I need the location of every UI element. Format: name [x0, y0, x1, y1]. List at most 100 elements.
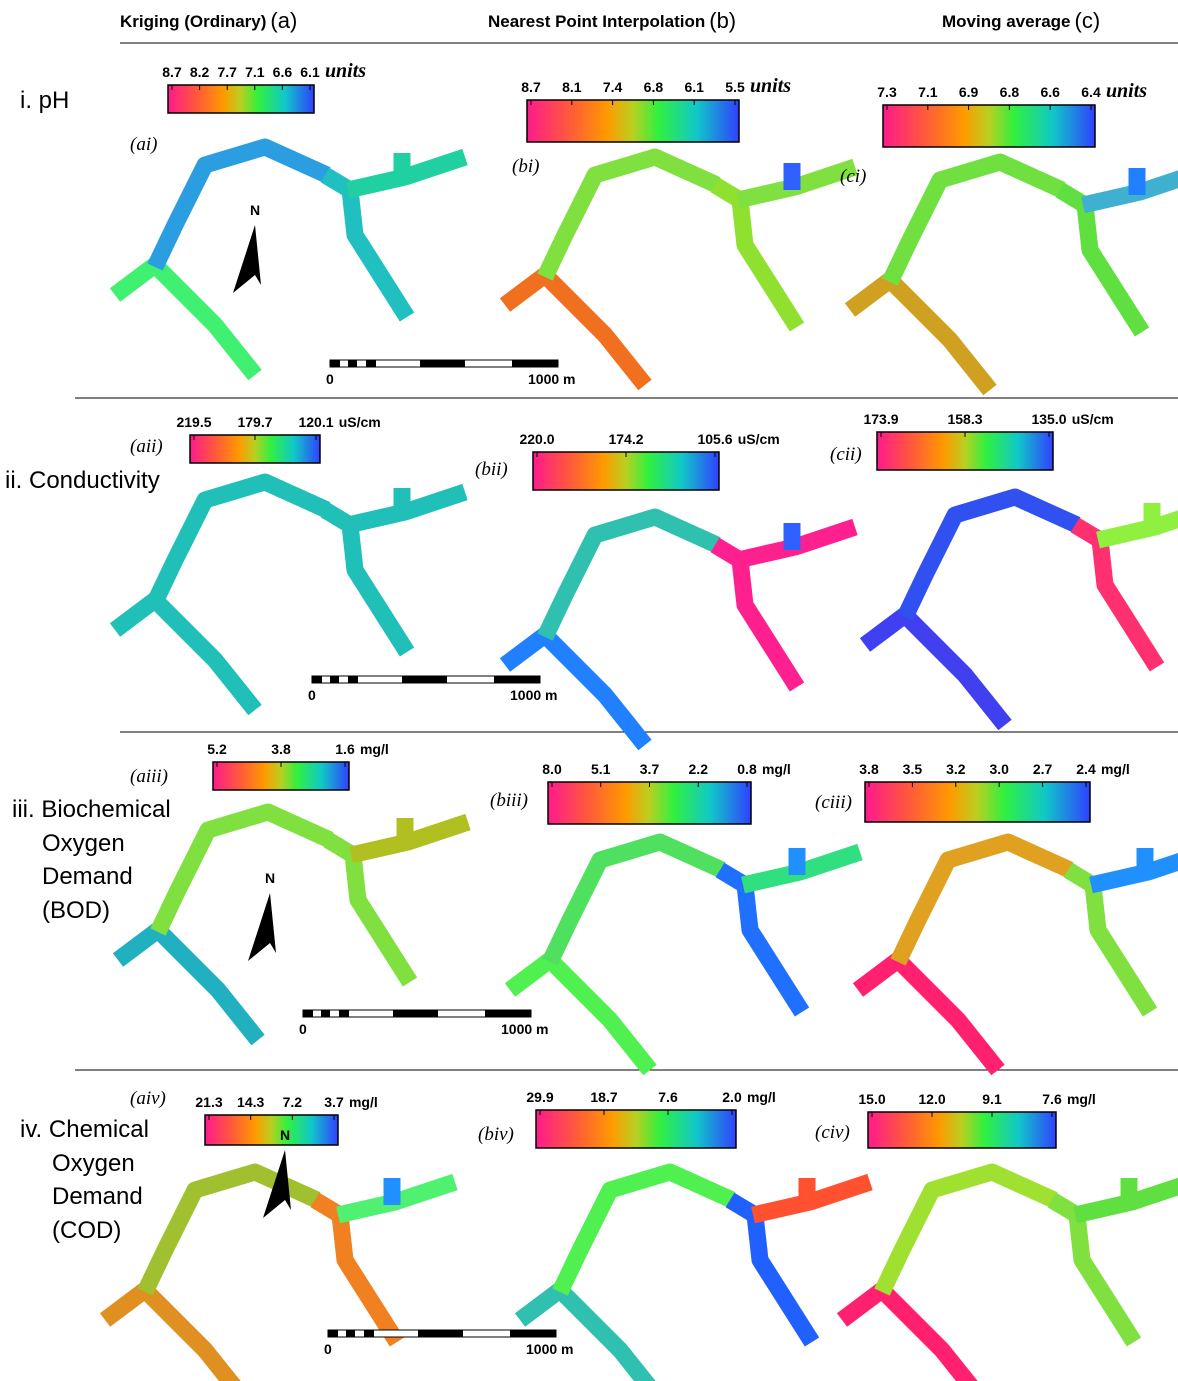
panel-tag: (ciii): [815, 792, 852, 813]
colorbar-label: 6.1: [300, 64, 320, 80]
colorbar-label: 6.6: [1040, 84, 1060, 100]
colorbar: [882, 104, 1096, 148]
north-arrow: [263, 1150, 291, 1218]
scale-end: 1000 m: [510, 687, 557, 703]
river-segment: [323, 832, 418, 987]
scale-bar-block: [330, 676, 339, 683]
river-segment: [836, 1281, 978, 1381]
colorbar-label: 9.1: [982, 1091, 1002, 1107]
river-segment: [890, 833, 1074, 966]
scale-bar-block: [366, 360, 376, 367]
colorbar: [204, 1114, 339, 1146]
colorbar-label: 8.2: [190, 64, 210, 80]
colorbar-label: 2.4: [1076, 761, 1096, 777]
colorbar-unit: uS/cm: [339, 414, 381, 430]
scale-bar-block: [346, 1330, 355, 1337]
river-segment: [499, 266, 652, 391]
panel-tag: (aii): [130, 436, 163, 457]
colorbar-label: 8.0: [542, 761, 562, 777]
colorbar-label: 8.1: [562, 79, 582, 95]
river-segment: [859, 606, 1012, 731]
scale-end: 1000 m: [526, 1341, 573, 1357]
scale-bar-block: [312, 676, 322, 683]
column-title: Moving average: [942, 12, 1071, 31]
colorbar-label: 7.2: [283, 1094, 303, 1110]
row-label: Demand: [52, 1183, 143, 1210]
colorbar-unit: mg/l: [1067, 1091, 1096, 1107]
colorbar-label: 14.3: [237, 1094, 264, 1110]
river-segment: [537, 148, 721, 281]
colorbar-label: 3.8: [271, 741, 291, 757]
colorbar-label: 7.1: [245, 64, 265, 80]
north-label: N: [250, 202, 260, 218]
river-segment: [320, 502, 415, 657]
river-segment: [109, 591, 262, 716]
colorbar: [867, 1111, 1057, 1149]
colorbar-label: 6.1: [684, 79, 704, 95]
colorbar-label: 3.0: [989, 761, 1009, 777]
colorbar-label: 174.2: [608, 431, 643, 447]
panel-tag: (cii): [830, 444, 862, 465]
row-label: iv. Chemical: [20, 1116, 149, 1143]
row-label: Oxygen: [52, 1150, 135, 1177]
colorbar-label: 29.9: [526, 1089, 553, 1105]
river-segment: [137, 1163, 321, 1296]
panel-tag: (bi): [512, 156, 539, 177]
colorbar: [876, 431, 1054, 471]
colorbar-label: 2.2: [689, 761, 709, 777]
scale-bar-block: [303, 1010, 313, 1017]
river-segment: [1070, 517, 1165, 672]
river-segment: [504, 951, 657, 1076]
panel-tag: (aiii): [130, 766, 168, 787]
colorbar-label: 12.0: [918, 1091, 945, 1107]
river-segment: [542, 833, 726, 966]
colorbar-label: 5.2: [207, 741, 227, 757]
river-segment: [710, 537, 805, 692]
colorbar-unit: mg/l: [1101, 761, 1130, 777]
river-segment: [537, 508, 721, 641]
column-title: Nearest Point Interpolation: [488, 12, 705, 31]
colorbar-label: 6.8: [1000, 84, 1020, 100]
colorbar-label: 6.9: [959, 84, 979, 100]
colorbar-label: 7.6: [658, 1089, 678, 1105]
colorbar-label: 7.4: [603, 79, 623, 95]
colorbar-unit: units: [325, 60, 366, 82]
river-segment: [499, 626, 652, 751]
river-segment: [1063, 862, 1158, 1017]
panel-tag: (ci): [840, 166, 866, 187]
river-segment: [552, 1163, 736, 1296]
scale-start: 0: [299, 1021, 307, 1037]
colorbar-label: 3.5: [903, 761, 923, 777]
scale-start: 0: [326, 371, 334, 387]
scale-bar-block: [402, 676, 447, 683]
scale-bar-block: [364, 1330, 374, 1337]
row-label: (BOD): [42, 897, 110, 924]
panel-tag: (ai): [130, 134, 157, 155]
row-label: Oxygen: [42, 830, 125, 857]
colorbar-label: 7.6: [1042, 1091, 1062, 1107]
north-arrow: [248, 893, 276, 961]
river-segment: [99, 1281, 241, 1381]
colorbar-unit: mg/l: [747, 1089, 776, 1105]
river-segment: [725, 1192, 820, 1347]
colorbar-unit: uS/cm: [1072, 411, 1114, 427]
colorbar-label: 2.7: [1033, 761, 1053, 777]
column-title: Kriging (Ordinary): [120, 12, 266, 31]
colorbar-label: 120.1: [298, 414, 333, 430]
colorbar: [526, 99, 740, 143]
river-segment: [147, 473, 331, 606]
colorbar-label: 2.0: [722, 1089, 742, 1105]
panel-tag: (biv): [478, 1124, 514, 1145]
row-label: ii. Conductivity: [5, 467, 160, 494]
colorbar-label: 158.3: [947, 411, 982, 427]
colorbar-label: 3.7: [640, 761, 660, 777]
river-segment: [844, 271, 997, 396]
river-segment: [1089, 853, 1178, 894]
colorbar: [532, 451, 720, 491]
colorbar-label: 5.1: [591, 761, 611, 777]
scale-start: 0: [308, 687, 316, 703]
river-segment: [514, 1281, 656, 1381]
river-segment: [715, 862, 810, 1017]
colorbar-label: 179.7: [237, 414, 272, 430]
